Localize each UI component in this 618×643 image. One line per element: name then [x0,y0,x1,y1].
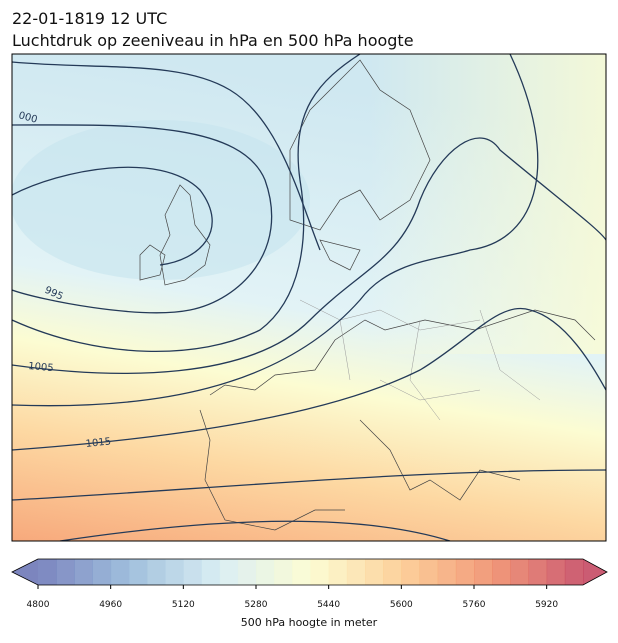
colorbar-segment [38,559,57,585]
colorbar-segment [74,559,93,585]
colorbar-segment [147,559,166,585]
colorbar-segment [437,559,457,585]
isobar [12,469,606,501]
colorbar-segment [492,559,511,585]
low-area [12,120,310,280]
isobar-label: 1015 [85,436,111,450]
isobar [12,124,273,314]
colorbar-segment [219,559,239,585]
colorbar-tick-label: 5760 [463,600,486,610]
colorbar-segment [510,559,529,585]
colorbar-segment [201,559,221,585]
colorbar-extend-high [583,559,607,585]
colorbar-segment [165,559,184,585]
isobar [59,520,451,541]
isobar [12,307,606,451]
colorbar-segment [419,559,439,585]
colorbar-tick-label: 5600 [390,600,413,610]
isobar [12,61,321,251]
colorbar-segment [365,559,384,585]
colorbar-segment [383,559,402,585]
colorbar-tick-label: 4800 [27,600,50,610]
colorbar: 4800 4960 5120 5280 5440 5600 5760 5920 [11,558,608,610]
colorbar-segment [346,559,366,585]
colorbar-segment [310,559,330,585]
isobar [12,137,606,374]
title: Luchtdruk op zeeniveau in hPa en 500 hPa… [12,31,414,50]
colorbar-segment [401,559,420,585]
borders [299,299,541,421]
isobar [12,54,539,407]
colorbar-segment [455,559,475,585]
colorbar-segment [292,559,311,585]
colorbar-segment [128,559,148,585]
colorbar-label: 500 hPa hoogte in meter [241,616,378,629]
colorbar-segment [528,559,548,585]
colorbar-tick-label: 4960 [99,600,122,610]
map-frame [11,53,607,542]
colorbar-tick-label: 5440 [317,600,340,610]
colorbar-segment [256,559,275,585]
colorbar-tick-label: 5280 [245,600,268,610]
isobar [12,166,213,266]
colorbar-tick-label: 5920 [535,600,558,610]
map: 000 995 1005 1015 [12,54,606,541]
colorbar-extend-low [12,559,38,585]
colorbar-segment [546,559,566,585]
colorbar-tick-label: 5120 [172,600,195,610]
colorbar-segment [328,559,348,585]
colorbar-segment [183,559,202,585]
isobar [12,54,361,353]
colorbar-segment [274,559,293,585]
colorbar-segment [237,559,257,585]
date-line: 22-01-1819 12 UTC [12,9,167,28]
colorbar-outline [11,558,608,586]
colorbar-segment [564,559,584,585]
colorbar-segment [92,559,112,585]
isobar-label: 000 [17,110,38,126]
colorbar-segment [110,559,130,585]
isobar-label: 1005 [28,361,54,374]
colorbar-segment [56,559,75,585]
colorbar-segment [474,559,493,585]
